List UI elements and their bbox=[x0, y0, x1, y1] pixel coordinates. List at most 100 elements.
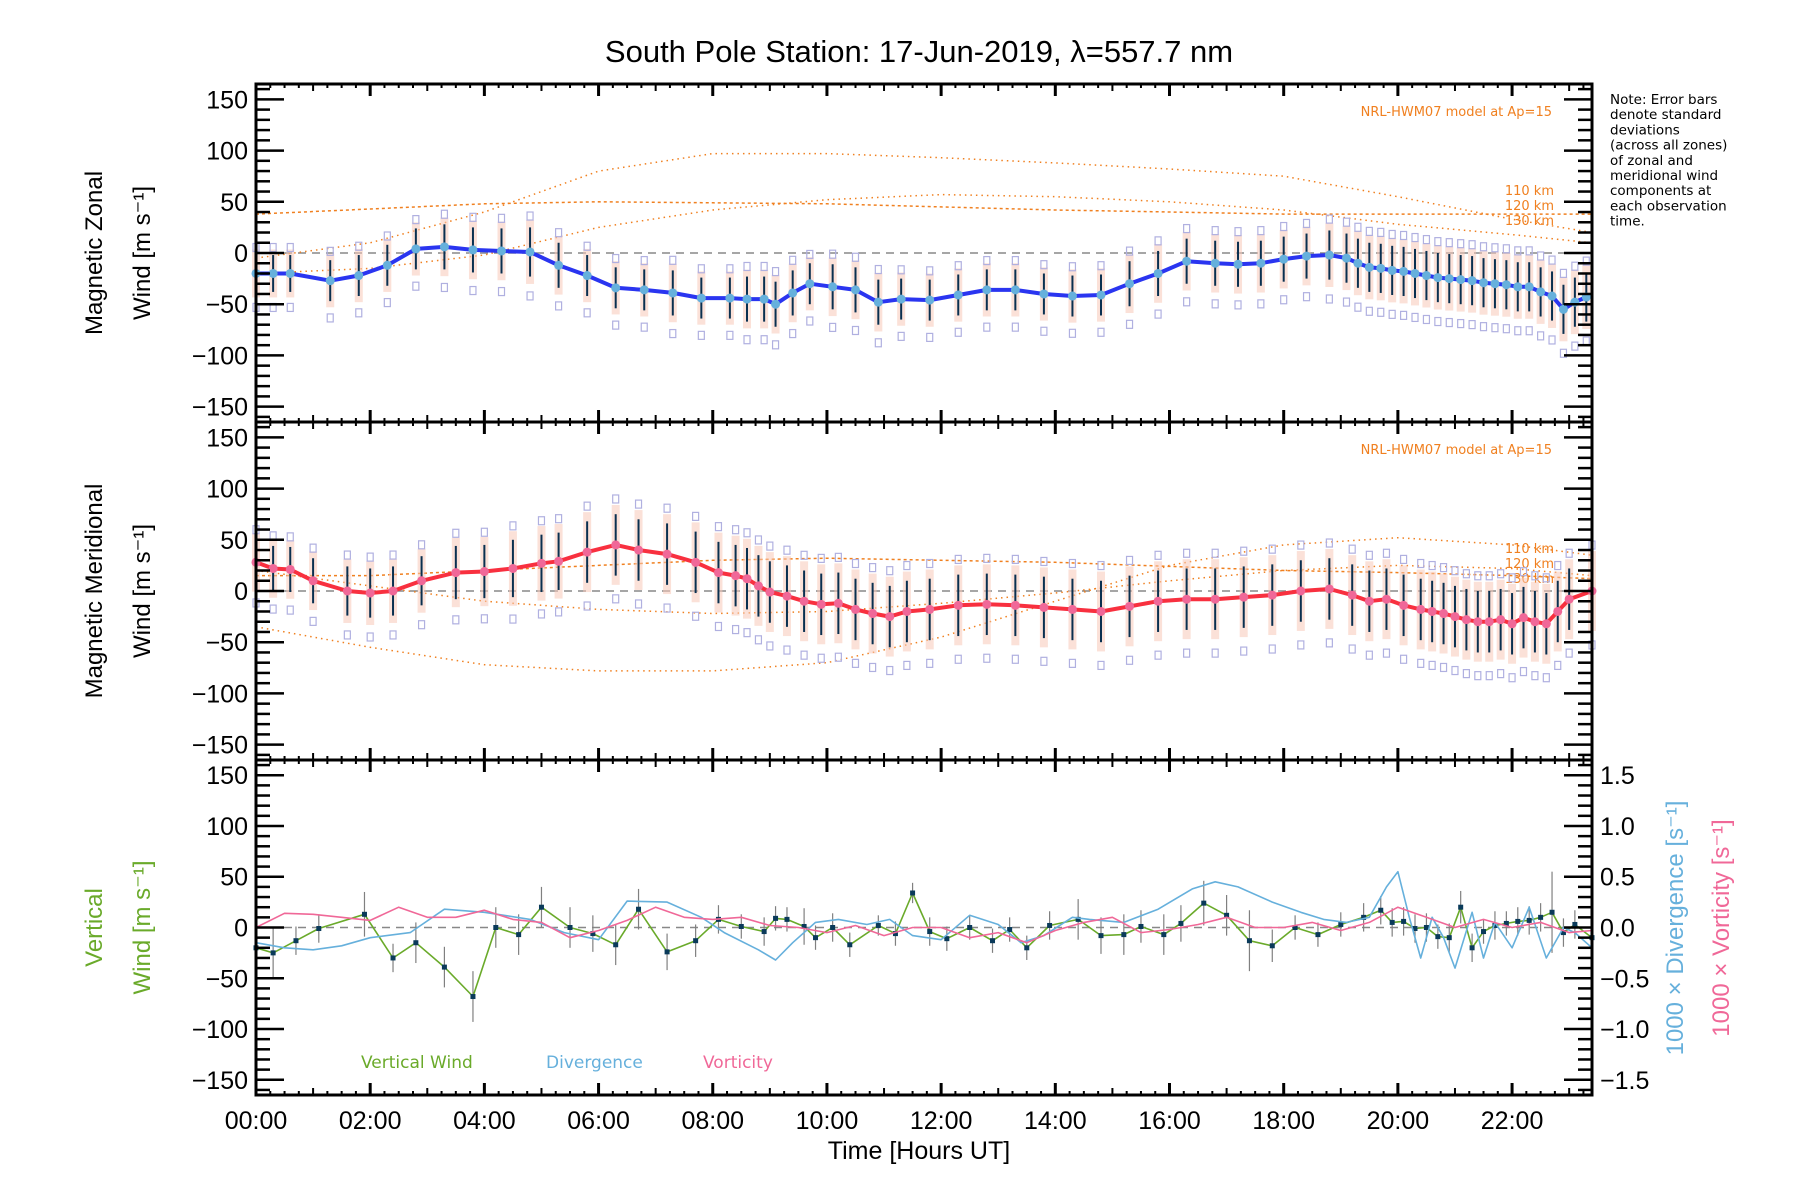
y-tick-label: −150 bbox=[192, 1067, 248, 1095]
y-tick-label: 100 bbox=[206, 138, 248, 166]
data-point bbox=[1524, 282, 1534, 292]
zone-point bbox=[309, 543, 317, 553]
data-point bbox=[1469, 945, 1475, 951]
zone-point bbox=[726, 264, 734, 274]
data-point bbox=[1435, 934, 1441, 940]
zone-point bbox=[269, 242, 277, 253]
zone-point bbox=[1365, 650, 1373, 660]
zone-point bbox=[583, 501, 591, 511]
zone-point bbox=[789, 328, 797, 339]
zone-point bbox=[634, 499, 643, 509]
zone-point bbox=[1125, 246, 1134, 256]
x-tick-label: 10:00 bbox=[796, 1107, 859, 1135]
data-point bbox=[1450, 612, 1460, 622]
zone-point bbox=[583, 308, 591, 318]
data-point bbox=[875, 922, 881, 928]
zone-point bbox=[440, 282, 449, 293]
zone-point bbox=[1559, 268, 1568, 278]
zone-point bbox=[766, 641, 774, 651]
zone-point bbox=[1451, 665, 1459, 676]
zone-point bbox=[383, 231, 391, 241]
data-point bbox=[470, 994, 476, 1000]
zone-point bbox=[1297, 540, 1305, 550]
zone-point bbox=[1491, 323, 1499, 333]
data-point bbox=[268, 563, 278, 573]
legend-divergence: Divergence bbox=[546, 1053, 643, 1073]
series-line bbox=[256, 244, 1588, 312]
zone-point bbox=[983, 255, 991, 266]
data-point bbox=[268, 268, 278, 278]
data-point bbox=[1121, 932, 1127, 938]
zone-point bbox=[554, 301, 563, 311]
data-point bbox=[417, 576, 427, 586]
zone-point bbox=[1234, 227, 1242, 237]
zone-point bbox=[583, 601, 591, 611]
data-point bbox=[1075, 916, 1081, 922]
right-y-tick-label: −1.0 bbox=[1600, 1016, 1649, 1044]
data-point bbox=[439, 242, 449, 252]
data-point bbox=[742, 294, 752, 304]
data-point bbox=[1439, 609, 1449, 619]
zone-point bbox=[806, 249, 814, 260]
data-point bbox=[1473, 617, 1483, 627]
data-point bbox=[725, 293, 735, 303]
y-axis-label-line1: Magnetic Zonal bbox=[81, 171, 108, 335]
data-point bbox=[1007, 927, 1013, 933]
series-line bbox=[255, 870, 1593, 969]
zone-point bbox=[743, 528, 751, 538]
zone-point bbox=[1154, 309, 1162, 319]
zone-point bbox=[583, 241, 591, 251]
data-point bbox=[1153, 268, 1163, 278]
zone-point bbox=[1537, 251, 1545, 261]
zone-point bbox=[309, 616, 317, 626]
data-point bbox=[1224, 912, 1230, 918]
zone-point bbox=[452, 528, 460, 538]
zone-point bbox=[1154, 550, 1162, 560]
zone-point bbox=[771, 266, 780, 277]
data-point bbox=[1324, 584, 1334, 594]
zone-point bbox=[714, 621, 723, 632]
zone-point bbox=[1554, 660, 1562, 671]
x-tick-label: 12:00 bbox=[910, 1107, 973, 1135]
data-point bbox=[613, 942, 619, 948]
data-point bbox=[1518, 613, 1528, 623]
zone-point bbox=[743, 261, 751, 272]
zone-point bbox=[1011, 322, 1019, 332]
data-point bbox=[953, 290, 963, 300]
data-point bbox=[1364, 596, 1374, 606]
data-point bbox=[1010, 285, 1020, 295]
zone-point bbox=[760, 335, 768, 345]
zone-point bbox=[983, 322, 991, 332]
x-tick-label: 20:00 bbox=[1367, 1107, 1430, 1135]
y-tick-label: 0 bbox=[234, 578, 248, 606]
data-point bbox=[925, 604, 935, 614]
zone-point bbox=[954, 327, 962, 337]
zone-point bbox=[1474, 571, 1482, 581]
data-point bbox=[285, 268, 295, 278]
data-point bbox=[1024, 945, 1030, 951]
data-point bbox=[1098, 933, 1104, 939]
data-point bbox=[1347, 590, 1357, 600]
zone-point bbox=[355, 308, 363, 318]
data-point bbox=[1387, 265, 1397, 275]
zone-point bbox=[612, 320, 620, 330]
data-point bbox=[1553, 606, 1563, 616]
zone-point bbox=[1514, 326, 1522, 336]
data-point bbox=[1201, 900, 1207, 906]
data-point bbox=[1427, 606, 1437, 616]
data-point bbox=[611, 540, 621, 550]
zone-point bbox=[1439, 662, 1448, 673]
data-point bbox=[1125, 279, 1135, 289]
data-point bbox=[828, 282, 838, 292]
data-point bbox=[1513, 282, 1523, 292]
zone-point bbox=[1422, 314, 1431, 325]
data-point bbox=[1178, 920, 1184, 926]
y-tick-label: 50 bbox=[220, 189, 248, 217]
zone-point bbox=[526, 291, 534, 301]
zone-point bbox=[1571, 261, 1579, 271]
zone-point bbox=[1068, 328, 1077, 338]
y-tick-label: −150 bbox=[192, 732, 248, 760]
data-point bbox=[782, 591, 792, 601]
zone-point bbox=[1377, 227, 1385, 238]
data-point bbox=[1461, 615, 1471, 625]
